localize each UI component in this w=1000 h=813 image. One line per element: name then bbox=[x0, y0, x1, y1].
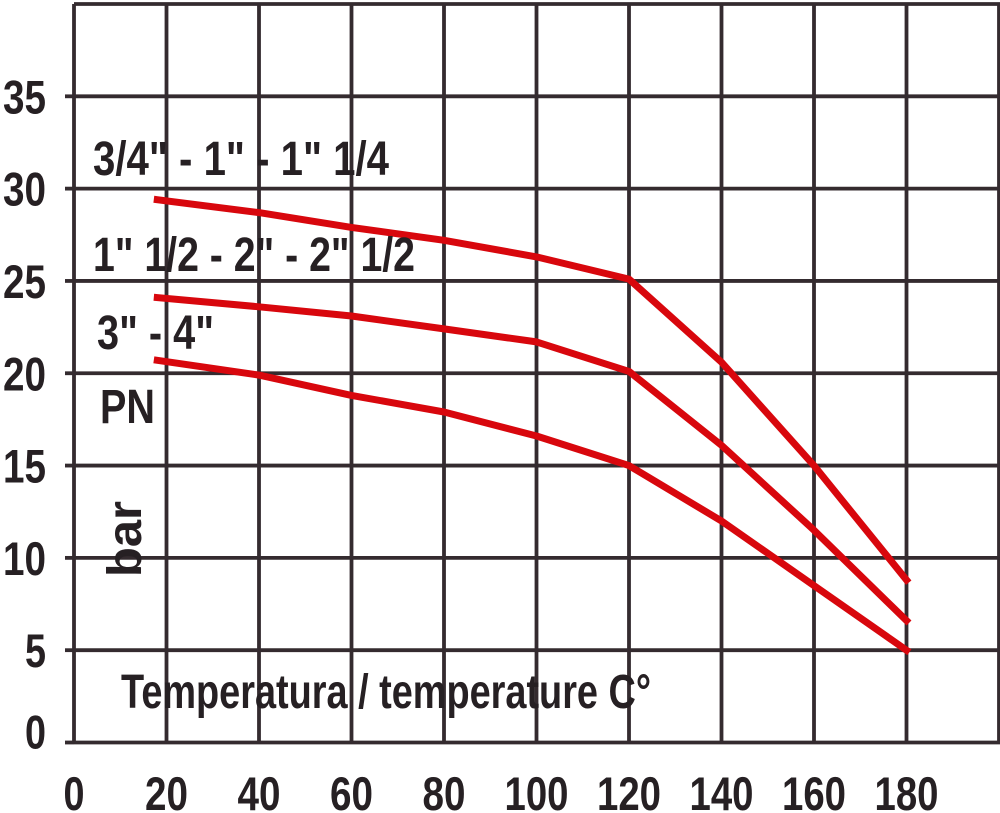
y-tick-label: 0 bbox=[25, 706, 46, 759]
x-tick-label: 80 bbox=[423, 767, 466, 813]
y-tick-label: 30 bbox=[3, 163, 46, 216]
y-axis-name-label: PN bbox=[100, 381, 155, 434]
x-tick-label: 140 bbox=[690, 767, 754, 813]
y-tick-label: 5 bbox=[25, 624, 46, 677]
series-label-medium-sizes: 1" 1/2 - 2" - 2" 1/2 bbox=[93, 229, 415, 282]
y-tick-label: 15 bbox=[3, 440, 46, 493]
pressure-curve bbox=[153, 195, 912, 585]
pressure-curve bbox=[153, 293, 912, 626]
y-tick-label: 25 bbox=[3, 255, 46, 308]
x-tick-label: 20 bbox=[145, 767, 188, 813]
x-axis-title: Temperatura / temperature C° bbox=[121, 666, 651, 719]
pressure-curve bbox=[153, 356, 912, 656]
x-tick-label: 100 bbox=[505, 767, 569, 813]
y-axis-tick-marks bbox=[65, 94, 74, 745]
y-axis-unit-label: bar bbox=[99, 501, 152, 577]
x-tick-label: 60 bbox=[330, 767, 373, 813]
grid-lines bbox=[72, 2, 1000, 745]
series-label-small-sizes: 3/4" - 1" - 1" 1/4 bbox=[93, 133, 389, 186]
y-tick-label: 10 bbox=[3, 532, 46, 585]
x-tick-label: 180 bbox=[875, 767, 939, 813]
pressure-rating-curves bbox=[153, 195, 912, 656]
x-axis-tick-labels: 0 20 40 60 80 100 120 140 160 180 bbox=[64, 767, 939, 813]
y-tick-label: 20 bbox=[3, 347, 46, 400]
x-tick-label: 160 bbox=[782, 767, 846, 813]
series-label-large-sizes: 3" - 4" bbox=[97, 307, 214, 360]
x-tick-label: 40 bbox=[238, 767, 281, 813]
x-tick-label: 0 bbox=[64, 767, 85, 813]
x-tick-label: 120 bbox=[597, 767, 661, 813]
y-tick-label: 35 bbox=[3, 70, 46, 123]
y-axis-tick-labels: 0 5 10 15 20 25 30 35 bbox=[3, 70, 46, 758]
